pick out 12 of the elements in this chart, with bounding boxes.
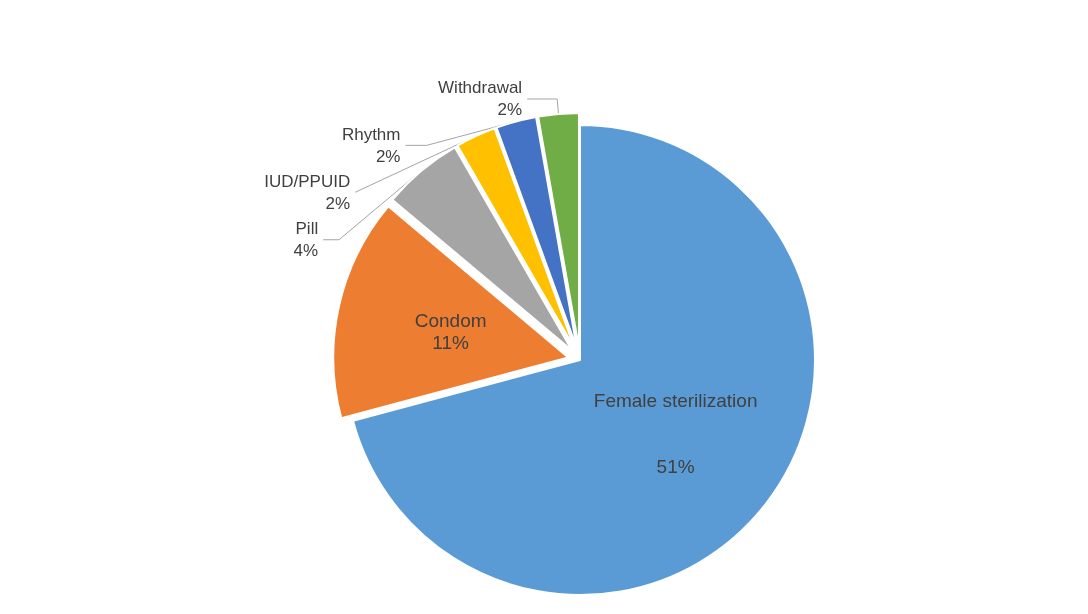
- slice-label: IUD/PPUID: [264, 171, 351, 191]
- data-label: 2%: [375, 146, 401, 166]
- data-label: 51%: [656, 455, 695, 477]
- data-label: 4%: [293, 241, 319, 261]
- data-label: 2%: [325, 193, 351, 213]
- slice-label: Pill: [295, 219, 319, 239]
- slice-label: Female sterilization: [593, 389, 758, 411]
- slice-label: Rhythm: [341, 124, 401, 144]
- slice-label: Withdrawal: [438, 78, 523, 98]
- data-label: 11%: [432, 331, 470, 353]
- slice-label: Condom: [414, 309, 487, 331]
- data-label: 2%: [497, 100, 523, 120]
